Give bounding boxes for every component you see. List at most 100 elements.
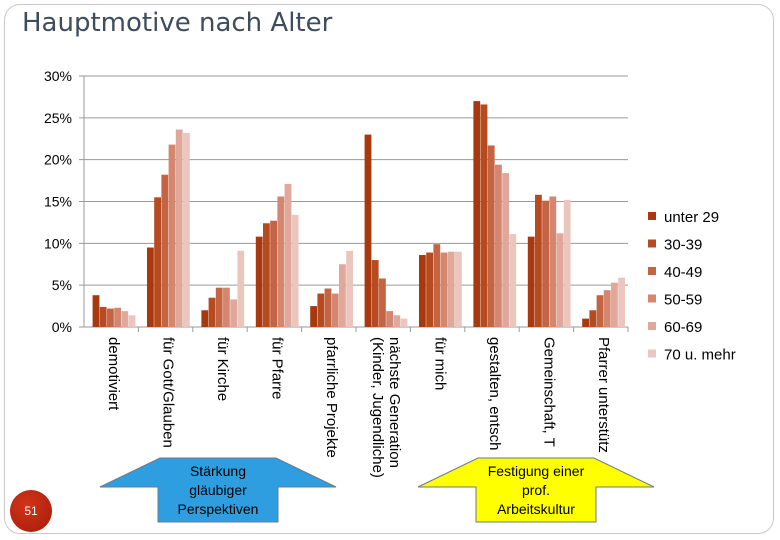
bar	[168, 144, 176, 327]
bar	[215, 287, 223, 327]
legend-swatch	[648, 212, 656, 220]
x-tick-label: gestalten, entsch	[486, 337, 503, 450]
bar	[509, 234, 517, 327]
legend-label: 70 u. mehr	[664, 347, 736, 364]
bar	[270, 220, 277, 327]
bar	[230, 299, 237, 327]
bar	[527, 236, 535, 327]
bar	[618, 277, 625, 327]
y-tick-label: 10%	[44, 235, 72, 251]
bar	[487, 145, 495, 327]
bar	[379, 278, 386, 327]
arrow-right	[417, 457, 655, 523]
bar	[208, 297, 216, 327]
bar	[480, 104, 488, 328]
bar	[502, 173, 509, 327]
x-tick-label: demotiviert	[105, 337, 122, 411]
x-tick-label: Gemeinschaft, T	[540, 337, 557, 447]
y-tick-label: 30%	[44, 68, 72, 84]
arrow-right-label: prof.	[522, 482, 550, 498]
legend-swatch	[648, 294, 656, 303]
slide-frame	[4, 4, 774, 534]
page-number-badge: 51	[10, 490, 52, 532]
bar	[161, 174, 169, 327]
bar	[400, 318, 408, 327]
y-tick-label: 5%	[52, 277, 72, 293]
bar	[603, 290, 611, 327]
bar	[183, 132, 190, 327]
legend-swatch	[648, 267, 656, 275]
bar	[154, 197, 161, 327]
bar	[99, 306, 107, 327]
bar	[611, 282, 618, 327]
legend-label: 30-39	[664, 237, 702, 254]
bar	[324, 288, 332, 327]
bar	[121, 311, 129, 327]
legend-label: unter 29	[664, 209, 719, 226]
bar	[92, 295, 100, 327]
arrow-left-label: gläubiger	[189, 482, 247, 498]
bar	[426, 252, 433, 327]
bar	[331, 293, 339, 327]
bar	[419, 255, 426, 327]
x-tick-label: für Pfarre	[268, 337, 285, 400]
bar	[495, 164, 502, 327]
x-tick-label: nächste Generation	[386, 337, 403, 468]
bar	[563, 199, 571, 327]
bar	[393, 315, 401, 327]
bar	[582, 318, 589, 327]
bar	[346, 250, 353, 327]
x-tick-label: pfarrliche Projekte	[323, 337, 340, 458]
legend-swatch	[648, 322, 656, 330]
bar	[339, 264, 346, 327]
x-tick-label: für mich	[432, 337, 449, 390]
bar	[107, 308, 114, 327]
bar	[549, 196, 557, 327]
bar	[455, 251, 462, 327]
arrow-right-label: Arbeitskultur	[497, 501, 575, 517]
legend-label: 60-69	[664, 319, 702, 336]
y-tick-label: 0%	[52, 319, 72, 335]
legend-swatch	[648, 349, 656, 358]
bar	[535, 194, 542, 327]
slide-title: Hauptmotive nach Alter	[22, 8, 333, 38]
bar	[440, 252, 448, 327]
arrow-left	[99, 457, 337, 523]
bar	[114, 307, 121, 327]
bar	[589, 310, 597, 327]
bar	[371, 260, 379, 327]
bar	[263, 223, 270, 327]
bar	[317, 293, 325, 327]
bar	[128, 315, 136, 327]
legend-label: 40-49	[664, 264, 702, 281]
bar	[201, 310, 209, 327]
bar	[364, 134, 372, 327]
bar	[433, 244, 441, 327]
x-tick-label: Pfarrer unterstütz	[595, 337, 612, 453]
bar	[277, 196, 285, 327]
y-tick-label: 25%	[44, 110, 72, 126]
bar	[223, 287, 230, 327]
arrow-left-label: Stärkung	[190, 463, 246, 479]
bar	[310, 306, 317, 327]
bar	[291, 214, 299, 327]
arrow-right-label: Festigung einer	[488, 463, 585, 479]
bar	[556, 233, 564, 327]
bar	[147, 247, 154, 327]
bar	[596, 295, 604, 327]
bar	[542, 200, 549, 327]
x-tick-label: für Gott/Glauben	[160, 337, 177, 448]
bar	[447, 251, 455, 327]
legend-label: 50-59	[664, 292, 702, 309]
bar	[175, 129, 183, 327]
x-tick-label: für Kirche	[214, 337, 231, 401]
legend-swatch	[648, 239, 656, 248]
bar	[237, 250, 245, 327]
y-tick-label: 15%	[44, 194, 72, 210]
bar	[473, 101, 481, 327]
x-tick-label: (Kinder, Jugendliche)	[369, 337, 386, 478]
bar	[255, 236, 263, 327]
arrow-left-label: Perspektiven	[178, 501, 259, 517]
bar	[284, 183, 292, 327]
